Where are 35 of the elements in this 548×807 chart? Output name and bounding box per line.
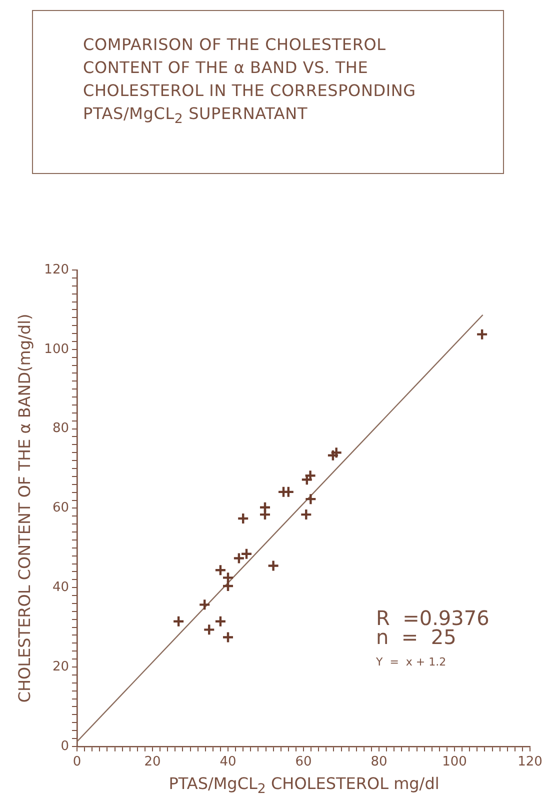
point xyxy=(267,560,280,572)
point xyxy=(203,624,216,636)
y-tick-label: 120 xyxy=(44,262,70,278)
point xyxy=(240,548,253,560)
point xyxy=(326,449,340,462)
y-axis-title: CHOLESTEROL CONTENT OF THE α BAND(mg/dl) xyxy=(14,314,34,703)
x-tick-label: 40 xyxy=(220,754,236,770)
x-tick-label: 20 xyxy=(144,754,161,770)
point xyxy=(304,492,317,506)
point xyxy=(300,508,312,521)
point xyxy=(330,446,342,459)
x-tick-label: 0 xyxy=(72,754,82,770)
point xyxy=(232,552,246,564)
x-tick-label: 60 xyxy=(295,754,312,770)
point xyxy=(214,615,227,628)
x-tick-label: 100 xyxy=(442,754,467,770)
annotation: Y = x + 1.2 xyxy=(374,655,446,668)
point xyxy=(237,512,250,525)
point xyxy=(258,508,272,521)
y-tick-label: 80 xyxy=(52,421,70,436)
x-tick-label: 120 xyxy=(518,754,542,770)
point xyxy=(172,615,185,628)
point xyxy=(222,580,234,592)
x-tick-label: 80 xyxy=(370,754,388,770)
x-axis-title: PTAS/MgCL$_{2}$ CHOLESTEROL mg/dl xyxy=(168,774,440,798)
point xyxy=(222,631,234,644)
y-tick-label: 20 xyxy=(52,659,70,674)
y-tick-label: 60 xyxy=(52,500,70,516)
point xyxy=(476,328,488,340)
y-tick-label: 100 xyxy=(44,342,70,357)
point xyxy=(198,598,211,611)
y-tick-label: 0 xyxy=(60,738,70,754)
y-tick-label: 40 xyxy=(52,580,70,595)
point xyxy=(304,470,316,482)
chart-title: COMPARISON OF THE CHOLESTEROL CONTENT OF THE α BAND VS. THE CHOLESTEROL IN THE CORRESPONDING PTAS/MgCL$_{2}$ SUPERNATANT xyxy=(32,10,504,174)
